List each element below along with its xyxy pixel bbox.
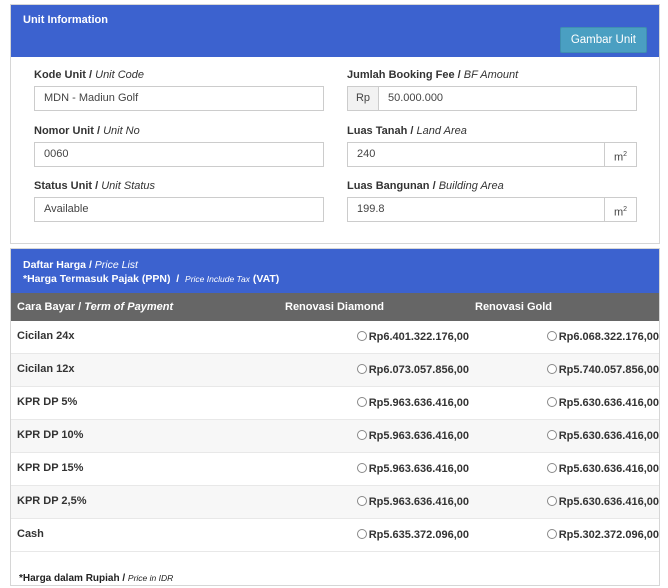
luas-tanah-field: Luas Tanah / Land Area 240 m2 [347,125,637,167]
column-renovasi-diamond: Renovasi Diamond [285,301,385,313]
diamond-price-option[interactable]: Rp5.963.636.416,00 [356,430,469,442]
currency-footnote: *Harga dalam Rupiah / Price in IDR [19,573,174,584]
radio-icon[interactable] [546,529,557,539]
tax-note: *Harga Termasuk Pajak (PPN) / Price Incl… [23,273,280,285]
gold-price-option[interactable]: Rp5.630.636.416,00 [546,463,659,475]
nomor-unit-input[interactable]: 0060 [34,142,324,167]
radio-icon[interactable] [356,364,367,374]
payment-term-name: KPR DP 2,5% [17,495,87,507]
column-renovasi-gold: Renovasi Gold [475,301,553,313]
booking-fee-field: Jumlah Booking Fee / BF Amount Rp 50.000… [347,69,637,111]
diamond-price-option[interactable]: Rp5.963.636.416,00 [356,496,469,508]
kode-unit-field: Kode Unit / Unit Code MDN - Madiun Golf [34,69,324,111]
payment-term-name: KPR DP 5% [17,396,78,408]
nomor-unit-field: Nomor Unit / Unit No 0060 [34,125,324,167]
price-table-header: Cara Bayar / Term of Payment Renovasi Di… [11,293,659,321]
radio-icon[interactable] [546,331,557,341]
diamond-price-option[interactable]: Rp5.963.636.416,00 [356,463,469,475]
kode-unit-input[interactable]: MDN - Madiun Golf [34,86,324,111]
table-row: KPR DP 15% Rp5.963.636.416,00 Rp5.630.63… [11,453,659,486]
payment-term-name: Cash [17,528,44,540]
payment-term-name: KPR DP 15% [17,462,84,474]
luas-tanah-input[interactable]: 240 [347,142,605,167]
table-row: Cash Rp5.635.372.096,00 Rp5.302.372.096,… [11,519,659,552]
radio-icon[interactable] [546,364,557,374]
gold-price-option[interactable]: Rp6.068.322.176,00 [546,331,659,343]
table-row: Cicilan 24x Rp6.401.322.176,00 Rp6.068.3… [11,321,659,354]
booking-fee-input[interactable]: 50.000.000 [378,86,637,111]
luas-tanah-label: Luas Tanah / Land Area [347,125,467,137]
diamond-price-option[interactable]: Rp5.635.372.096,00 [356,529,469,541]
nomor-unit-label: Nomor Unit / Unit No [34,125,140,137]
table-row: KPR DP 5% Rp5.963.636.416,00 Rp5.630.636… [11,387,659,420]
luas-bangunan-field: Luas Bangunan / Building Area 199.8 m2 [347,180,637,222]
radio-icon[interactable] [356,496,367,506]
gold-price-option[interactable]: Rp5.740.057.856,00 [546,364,659,376]
table-row: KPR DP 10% Rp5.963.636.416,00 Rp5.630.63… [11,420,659,453]
radio-icon[interactable] [356,397,367,407]
luas-bangunan-label: Luas Bangunan / Building Area [347,180,504,192]
status-unit-label: Status Unit / Unit Status [34,180,156,192]
booking-fee-label: Jumlah Booking Fee / BF Amount [347,69,519,81]
price-list-panel: Daftar Harga / Price List *Harga Termasu… [10,248,660,586]
payment-term-name: Cicilan 12x [17,363,75,375]
gambar-unit-button[interactable]: Gambar Unit [559,27,647,53]
luas-bangunan-input[interactable]: 199.8 [347,197,605,222]
gold-price-option[interactable]: Rp5.302.372.096,00 [546,529,659,541]
unit-information-panel: Unit Information Gambar Unit Kode Unit /… [10,4,660,244]
radio-icon[interactable] [546,397,557,407]
gold-price-option[interactable]: Rp5.630.636.416,00 [546,397,659,409]
kode-unit-label: Kode Unit / Unit Code [34,69,145,81]
column-payment: Cara Bayar / Term of Payment [17,301,174,313]
rp-prefix-addon: Rp [347,86,379,111]
radio-icon[interactable] [356,331,367,341]
diamond-price-option[interactable]: Rp6.401.322.176,00 [356,331,469,343]
luas-bangunan-unit-addon: m2 [604,197,637,222]
radio-icon[interactable] [546,430,557,440]
price-list-title: Daftar Harga / Price List [23,259,138,271]
table-row: Cicilan 12x Rp6.073.057.856,00 Rp5.740.0… [11,354,659,387]
gold-price-option[interactable]: Rp5.630.636.416,00 [546,430,659,442]
radio-icon[interactable] [546,463,557,473]
luas-tanah-unit-addon: m2 [604,142,637,167]
table-row: KPR DP 2,5% Rp5.963.636.416,00 Rp5.630.6… [11,486,659,519]
payment-term-name: KPR DP 10% [17,429,84,441]
radio-icon[interactable] [356,430,367,440]
radio-icon[interactable] [356,463,367,473]
unit-information-header: Unit Information Gambar Unit [11,5,659,57]
radio-icon[interactable] [546,496,557,506]
price-list-header: Daftar Harga / Price List *Harga Termasu… [11,249,659,293]
status-unit-field: Status Unit / Unit Status Available [34,180,324,222]
gold-price-option[interactable]: Rp5.630.636.416,00 [546,496,659,508]
diamond-price-option[interactable]: Rp5.963.636.416,00 [356,397,469,409]
radio-icon[interactable] [356,529,367,539]
unit-information-title: Unit Information [23,14,108,26]
diamond-price-option[interactable]: Rp6.073.057.856,00 [356,364,469,376]
status-unit-input[interactable]: Available [34,197,324,222]
payment-term-name: Cicilan 24x [17,330,75,342]
